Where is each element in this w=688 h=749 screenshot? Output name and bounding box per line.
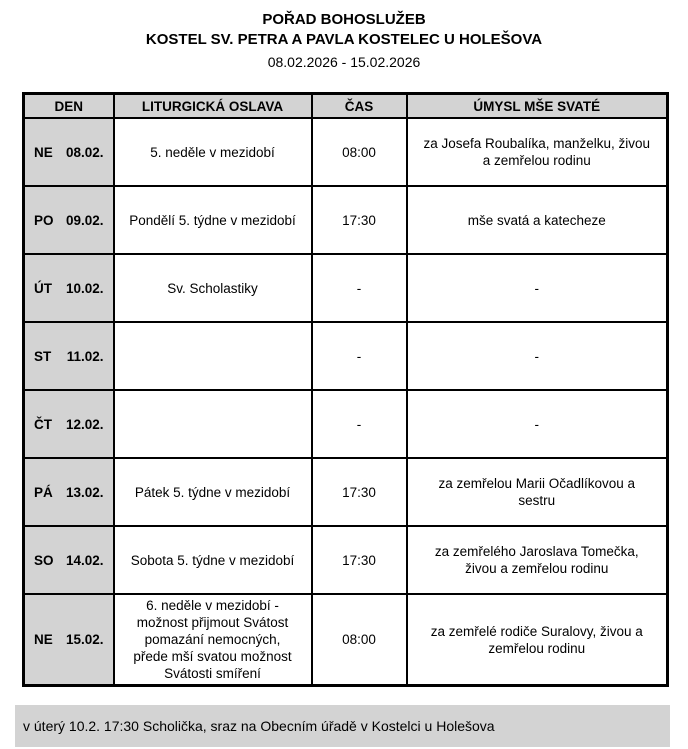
page-subtitle: KOSTEL SV. PETRA A PAVLA KOSTELEC U HOLE… <box>145 31 543 49</box>
day-abbreviation: PÁ <box>34 484 53 500</box>
schedule-table: DEN LITURGICKÁ OSLAVA ČAS ÚMYSL MŠE SVAT… <box>22 92 669 688</box>
liturgical-celebration-cell: Sobota 5. týdne v mezidobí <box>112 525 313 596</box>
day-cell: NE 15.02. <box>22 593 115 687</box>
day-date: 13.02. <box>65 484 104 500</box>
liturgical-celebration-cell <box>112 389 313 460</box>
table-row: PÁ 13.02. Pátek 5. týdne v mezidobí 17:3… <box>22 457 669 528</box>
liturgical-celebration-cell: 6. neděle v mezidobí - možnost přijmout … <box>112 593 313 687</box>
liturgical-celebration-cell: Pátek 5. týdne v mezidobí <box>112 457 313 528</box>
day-cell: SO 14.02. <box>22 525 115 596</box>
day-cell: PÁ 13.02. <box>22 457 115 528</box>
time-cell: 17:30 <box>310 525 408 596</box>
day-abbreviation: PO <box>34 212 54 228</box>
day-date: 09.02. <box>65 212 104 228</box>
day-abbreviation: ÚT <box>34 280 52 296</box>
liturgical-celebration-cell: Sv. Scholastiky <box>112 253 313 324</box>
time-cell: 08:00 <box>310 593 408 687</box>
table-row: NE 15.02. 6. neděle v mezidobí - možnost… <box>22 593 669 687</box>
day-abbreviation: SO <box>34 552 54 568</box>
time-cell: - <box>310 389 408 460</box>
table-row: SO 14.02. Sobota 5. týdne v mezidobí 17:… <box>22 525 669 596</box>
liturgical-celebration-cell: Pondělí 5. týdne v mezidobí <box>112 185 313 256</box>
column-header-den: DEN <box>22 92 115 120</box>
mass-intention-cell: za Josefa Roubalíka, manželku, živou a z… <box>405 117 669 188</box>
day-cell: ST 11.02. <box>22 321 115 392</box>
header-row: DEN LITURGICKÁ OSLAVA ČAS ÚMYSL MŠE SVAT… <box>22 92 669 120</box>
mass-intention-cell: - <box>405 321 669 392</box>
liturgical-celebration-cell <box>112 321 313 392</box>
liturgical-celebration-cell: 5. neděle v mezidobí <box>112 117 313 188</box>
page-title: POŘAD BOHOSLUŽEB <box>262 11 426 28</box>
column-header-cas: ČAS <box>310 92 408 120</box>
time-cell: 08:00 <box>310 117 408 188</box>
day-abbreviation: NE <box>34 632 53 648</box>
mass-intention-cell: mše svatá a katecheze <box>405 185 669 256</box>
table-row: ÚT 10.02. Sv. Scholastiky - - <box>22 253 669 324</box>
day-date: 15.02. <box>65 632 104 648</box>
column-header-liturgicka-oslava: LITURGICKÁ OSLAVA <box>112 92 313 120</box>
time-cell: 17:30 <box>310 185 408 256</box>
day-date: 10.02. <box>65 280 104 296</box>
mass-intention-cell: za zemřelého Jaroslava Tomečka, živou a … <box>405 525 669 596</box>
table-row: ČT 12.02. - - <box>22 389 669 460</box>
day-abbreviation: ČT <box>34 416 52 432</box>
date-range: 08.02.2026 - 15.02.2026 <box>267 53 421 70</box>
column-header-umysl-mse-svate: ÚMYSL MŠE SVATÉ <box>405 92 669 120</box>
day-cell: PO 09.02. <box>22 185 115 256</box>
day-cell: NE 08.02. <box>22 117 115 188</box>
day-date: 12.02. <box>65 416 104 432</box>
day-cell: ČT 12.02. <box>22 389 115 460</box>
schedule-body: NE 08.02. 5. neděle v mezidobí 08:00 za … <box>22 117 669 687</box>
mass-intention-cell: - <box>405 253 669 324</box>
day-abbreviation: ST <box>34 348 52 364</box>
day-date: 14.02. <box>65 552 104 568</box>
mass-intention-cell: za zemřelou Marii Očadlíkovou a sestru <box>405 457 669 528</box>
table-row: NE 08.02. 5. neděle v mezidobí 08:00 za … <box>22 117 669 188</box>
footer-note-bar: v úterý 10.2. 17:30 Scholička, sraz na O… <box>15 705 670 748</box>
mass-intention-cell: za zemřelé rodiče Suralovy, živou a zemř… <box>405 593 669 687</box>
schedule-table-header: DEN LITURGICKÁ OSLAVA ČAS ÚMYSL MŠE SVAT… <box>22 92 669 120</box>
footer-note-text: v úterý 10.2. 17:30 Scholička, sraz na O… <box>23 718 495 735</box>
mass-intention-cell: - <box>405 389 669 460</box>
time-cell: - <box>310 321 408 392</box>
document-header: POŘAD BOHOSLUŽEB KOSTEL SV. PETRA A PAVL… <box>0 10 688 71</box>
day-cell: ÚT 10.02. <box>22 253 115 324</box>
time-cell: 17:30 <box>310 457 408 528</box>
table-row: PO 09.02. Pondělí 5. týdne v mezidobí 17… <box>22 185 669 256</box>
day-date: 08.02. <box>65 144 104 160</box>
day-abbreviation: NE <box>34 144 53 160</box>
day-date: 11.02. <box>66 348 104 364</box>
time-cell: - <box>310 253 408 324</box>
table-row: ST 11.02. - - <box>22 321 669 392</box>
